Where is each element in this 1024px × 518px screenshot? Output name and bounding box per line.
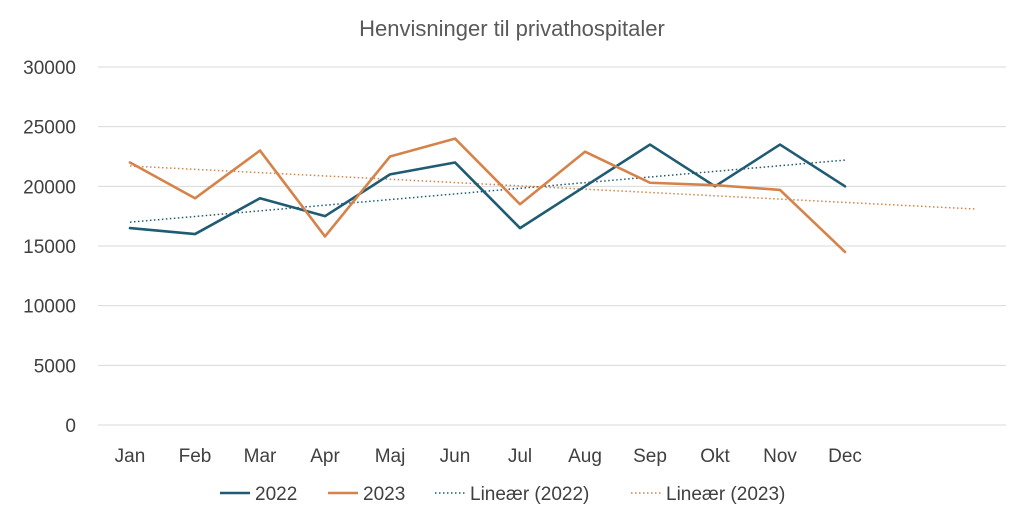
y-tick-label: 10000 (23, 297, 76, 318)
legend-label: Lineær (2023) (666, 484, 785, 505)
x-tick-label: Maj (375, 446, 406, 467)
legend-label: Lineær (2022) (470, 484, 589, 505)
series-line-2022 (128, 143, 847, 236)
legend: 2022 2023 Lineær (2022) Lineær (2023) (220, 484, 785, 505)
y-tick-label: 15000 (23, 237, 76, 258)
x-tick-label: Apr (310, 446, 340, 467)
legend-label: 2023 (363, 484, 405, 505)
legend-label: 2022 (255, 484, 297, 505)
x-tick-label: Dec (828, 446, 862, 467)
x-tick-label: Okt (700, 446, 730, 467)
x-tick-label: Aug (568, 446, 602, 467)
y-tick-label: 20000 (23, 177, 76, 198)
x-tick-label: Feb (179, 446, 212, 467)
y-tick-label: 25000 (23, 118, 76, 139)
x-tick-label: Jan (115, 446, 146, 467)
y-tick-label: 5000 (34, 356, 76, 377)
gridlines (98, 66, 1006, 426)
series-line-2023 (128, 137, 847, 254)
x-tick-label: Jul (508, 446, 532, 467)
x-tick-label: Nov (763, 446, 797, 467)
chart-title: Henvisninger til privathospitaler (359, 16, 665, 41)
trendlines (129, 159, 976, 223)
trendline-2 (129, 165, 976, 210)
y-tick-label: 0 (65, 416, 76, 437)
x-tick-label: Sep (633, 446, 667, 467)
y-tick-label: 30000 (23, 58, 76, 79)
x-axis-ticks: Jan Feb Mar Apr Maj Jun Jul Aug Sep Okt Nov Dec (115, 446, 862, 467)
x-tick-label: Mar (244, 446, 277, 467)
y-axis-ticks: 0 5000 10000 15000 20000 25000 30000 (23, 58, 76, 437)
series-lines (128, 137, 847, 254)
x-tick-label: Jun (440, 446, 471, 467)
trendline-1 (129, 159, 846, 223)
